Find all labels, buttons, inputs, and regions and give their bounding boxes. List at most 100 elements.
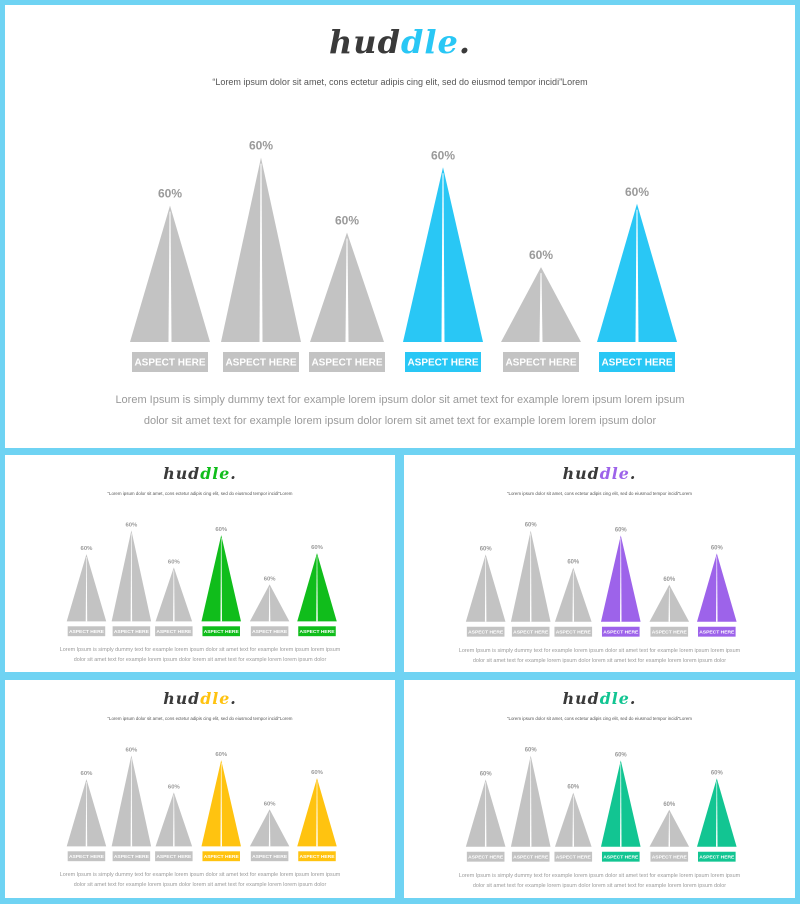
value-label: 60% xyxy=(168,784,181,790)
pyramid-divider xyxy=(716,781,718,847)
pyramid-divider xyxy=(173,570,175,622)
brand-logo-suffix: dle xyxy=(200,463,231,483)
chart-bar-3: 60% ASPECT HERE xyxy=(155,559,193,637)
description-line-1: Lorem Ipsum is simply dummy text for exa… xyxy=(115,394,685,406)
value-label: 60% xyxy=(125,747,138,753)
value-label: 60% xyxy=(615,527,628,533)
category-label-box xyxy=(132,352,208,372)
chart-bar-4: 60% ASPECT HERE xyxy=(600,752,641,862)
category-label: ASPECT HERE xyxy=(601,358,672,369)
pyramid-divider xyxy=(668,812,671,847)
brand-logo-suffix: dle xyxy=(400,23,459,61)
chart-bar-1: 60% ASPECT HERE xyxy=(66,546,107,637)
value-label: 60% xyxy=(125,522,138,528)
category-label-box xyxy=(503,352,579,372)
value-label: 60% xyxy=(215,527,228,533)
value-label: 60% xyxy=(81,771,94,777)
chart-bar-2: 60% ASPECT HERE xyxy=(510,748,551,862)
pyramid-divider xyxy=(268,587,271,622)
value-label: 60% xyxy=(525,523,538,529)
chart-bar-4: 60% ASPECT HERE xyxy=(403,148,483,372)
value-label: 60% xyxy=(480,546,493,552)
category-label: ASPECT HERE xyxy=(204,854,240,860)
chart-bar-5: 60% ASPECT HERE xyxy=(649,802,690,862)
category-label: ASPECT HERE xyxy=(556,854,592,860)
pyramid-divider xyxy=(620,763,622,847)
category-label: ASPECT HERE xyxy=(299,854,335,860)
description-line-1: Lorem Ipsum is simply dummy text for exa… xyxy=(458,872,741,879)
pyramid-divider xyxy=(85,782,88,847)
category-label-box xyxy=(466,851,505,862)
chart-bar-5: 60% ASPECT HERE xyxy=(501,248,581,372)
description-line-1: Lorem Ipsum is simply dummy text for exa… xyxy=(59,647,341,654)
brand-logo-prefix: hud xyxy=(163,688,201,708)
category-label-box xyxy=(298,851,336,862)
value-label: 60% xyxy=(264,801,277,807)
category-label: ASPECT HERE xyxy=(652,854,688,860)
chart-bar-2: 60% ASPECT HERE xyxy=(111,747,152,862)
value-label: 60% xyxy=(264,576,277,582)
pyramid-divider xyxy=(635,209,639,342)
category-label-box xyxy=(298,626,336,637)
category-label: ASPECT HERE xyxy=(603,629,639,635)
category-label: ASPECT HERE xyxy=(225,358,296,369)
category-label-box xyxy=(697,626,736,637)
description: Lorem Ipsum is simply dummy text for exa… xyxy=(5,645,395,666)
category-label-box xyxy=(67,851,106,862)
value-label: 60% xyxy=(480,771,493,777)
category-label-box xyxy=(202,626,240,637)
slide-main: huddle. “Lorem ipsum dolor sit amet, cons… xyxy=(5,5,795,448)
pyramid-chart: 60% ASPECT HERE 60% ASPECT HERE 60% ASPECT HE… xyxy=(465,523,737,637)
category-label: ASPECT HERE xyxy=(603,854,639,860)
pyramid-divider xyxy=(130,758,133,847)
chart-bar-4: 60% ASPECT HERE xyxy=(201,527,241,637)
subtitle: “Lorem ipsum dolor sit amet, cons ectetu… xyxy=(107,490,293,496)
pyramid-divider xyxy=(441,173,445,342)
pyramid-chart: 60% ASPECT HERE 60% ASPECT HERE 60% ASPECT HE… xyxy=(66,747,337,862)
chart-bar-2: 60% ASPECT HERE xyxy=(221,139,301,372)
category-label-box xyxy=(112,626,151,637)
brand-logo: huddle. xyxy=(5,464,395,483)
category-label: ASPECT HERE xyxy=(468,629,504,635)
brand-logo-dot: . xyxy=(230,463,237,483)
description-line-2: dolor sit amet text for example lorem ip… xyxy=(472,882,727,889)
value-label: 60% xyxy=(529,248,553,262)
chart-bar-3: 60% ASPECT HERE xyxy=(309,214,385,372)
category-label-box xyxy=(309,352,385,372)
category-label: ASPECT HERE xyxy=(69,854,105,860)
category-label-box xyxy=(466,626,505,637)
category-label-box xyxy=(511,626,550,637)
brand-logo-prefix: hud xyxy=(562,688,600,708)
chart-bar-3: 60% ASPECT HERE xyxy=(554,560,593,637)
subtitle: “Lorem ipsum dolor sit amet, cons ectetu… xyxy=(507,490,692,496)
chart-bar-5: 60% ASPECT HERE xyxy=(649,577,690,637)
description-line-1: Lorem Ipsum is simply dummy text for exa… xyxy=(458,647,741,654)
pyramid-divider xyxy=(259,163,263,342)
category-label-box xyxy=(67,626,106,637)
value-label: 60% xyxy=(158,187,182,201)
category-label: ASPECT HERE xyxy=(407,358,478,369)
chart-bar-3: 60% ASPECT HERE xyxy=(155,784,193,862)
pyramid-chart: 60% ASPECT HERE 60% ASPECT HERE 60% ASPECT HE… xyxy=(130,139,677,372)
pyramid-divider xyxy=(572,795,575,847)
category-label: ASPECT HERE xyxy=(252,854,288,860)
pyramid-divider xyxy=(220,763,222,847)
category-label: ASPECT HERE xyxy=(134,358,205,369)
description-line-1: Lorem Ipsum is simply dummy text for exa… xyxy=(59,872,341,879)
chart-bar-3: 60% ASPECT HERE xyxy=(554,785,593,862)
chart-bar-1: 60% ASPECT HERE xyxy=(465,546,506,637)
pyramid-divider xyxy=(173,795,175,847)
chart-bar-6: 60% ASPECT HERE xyxy=(297,770,337,862)
category-label-box xyxy=(601,851,640,862)
category-label: ASPECT HERE xyxy=(468,854,504,860)
pyramid-divider xyxy=(316,556,318,622)
pyramid-chart: 60% ASPECT HERE 60% ASPECT HERE 60% ASPECT HE… xyxy=(66,522,337,637)
brand-logo-prefix: hud xyxy=(163,463,201,483)
category-label: ASPECT HERE xyxy=(114,629,150,635)
category-label-box xyxy=(405,352,481,372)
value-label: 60% xyxy=(615,752,628,758)
chart-bar-1: 60% ASPECT HERE xyxy=(66,771,107,862)
value-label: 60% xyxy=(711,770,724,776)
pyramid-chart: 60% ASPECT HERE 60% ASPECT HERE 60% ASPECT HE… xyxy=(465,748,737,862)
category-label: ASPECT HERE xyxy=(69,629,105,635)
